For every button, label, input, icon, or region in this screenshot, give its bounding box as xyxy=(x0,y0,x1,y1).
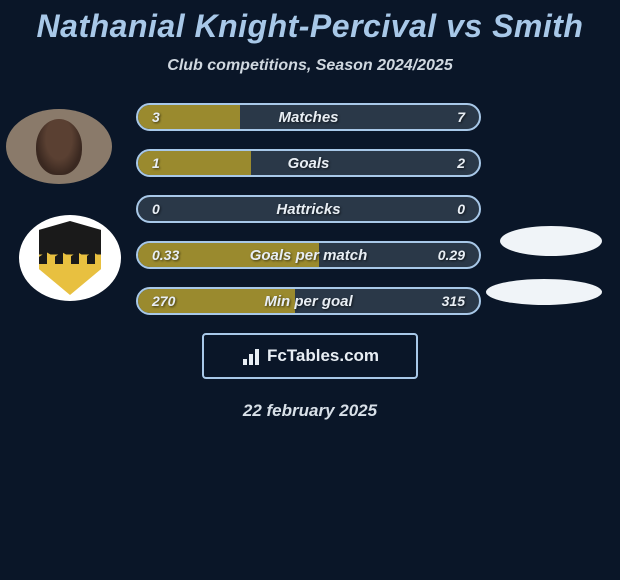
stat-value-right: 7 xyxy=(457,105,465,129)
player-right-pill-2 xyxy=(486,279,602,305)
stat-value-right: 315 xyxy=(442,289,465,313)
player-left-avatar xyxy=(6,109,112,184)
stat-label: Goals xyxy=(138,151,479,175)
stat-value-right: 0.29 xyxy=(438,243,465,267)
stat-label: Min per goal xyxy=(138,289,479,313)
stat-row: 3Matches7 xyxy=(136,103,481,131)
stat-row: 270Min per goal315 xyxy=(136,287,481,315)
club-crest-icon xyxy=(39,221,101,295)
stat-row: 0Hattricks0 xyxy=(136,195,481,223)
brand-text: FcTables.com xyxy=(267,346,379,366)
stat-value-right: 0 xyxy=(457,197,465,221)
brand-chart-icon xyxy=(241,347,261,365)
stat-label: Hattricks xyxy=(138,197,479,221)
page-title: Nathanial Knight-Percival vs Smith xyxy=(0,0,620,45)
stat-row: 1Goals2 xyxy=(136,149,481,177)
date-line: 22 february 2025 xyxy=(0,401,620,421)
player-left-club-crest xyxy=(19,215,121,301)
stat-row: 0.33Goals per match0.29 xyxy=(136,241,481,269)
player-right-pill-1 xyxy=(500,226,602,256)
comparison-panel: 3Matches7 1Goals2 0Hattricks0 0.33Goals per… xyxy=(0,103,620,421)
brand-box: FcTables.com xyxy=(202,333,418,379)
stat-label: Goals per match xyxy=(138,243,479,267)
stat-value-right: 2 xyxy=(457,151,465,175)
stat-bars: 3Matches7 1Goals2 0Hattricks0 0.33Goals per… xyxy=(136,103,481,315)
subtitle: Club competitions, Season 2024/2025 xyxy=(0,57,620,75)
stat-label: Matches xyxy=(138,105,479,129)
